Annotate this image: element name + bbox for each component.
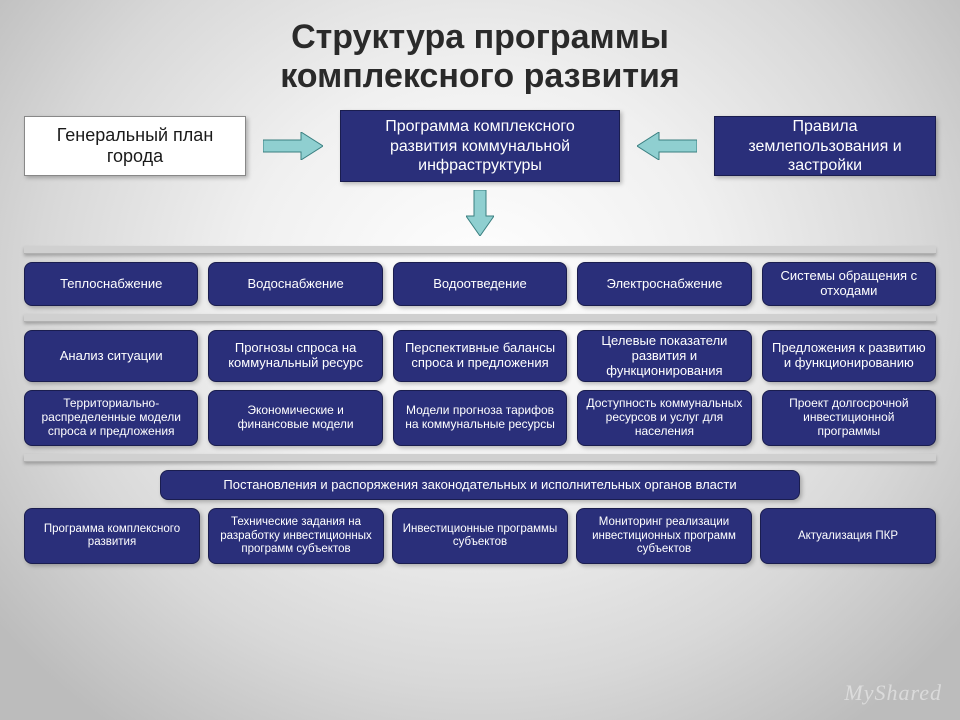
box-program-center-label: Программа комплексного развития коммунал…	[351, 117, 609, 175]
arrow-left-icon	[637, 132, 697, 160]
row-decrees: Постановления и распоряжения законодател…	[24, 470, 936, 500]
row-analysis: Анализ ситуации Прогнозы спроса на комму…	[24, 330, 936, 382]
pill-availability: Доступность коммунальных ресурсов и услу…	[577, 390, 751, 446]
pill-territorial-models: Территориально-распределенные модели спр…	[24, 390, 198, 446]
pill-decrees: Постановления и распоряжения законодател…	[160, 470, 800, 500]
pill-proposals: Предложения к развитию и функционировани…	[762, 330, 936, 382]
watermark: MyShared	[844, 680, 942, 706]
separator-bar-1	[24, 246, 936, 254]
title-line-1: Структура программы	[291, 18, 669, 56]
top-row: Генеральный план города Программа компле…	[24, 110, 936, 182]
title-line-2: комплексного развития	[280, 57, 680, 95]
pill-balance: Перспективные балансы спроса и предложен…	[393, 330, 567, 382]
box-general-plan-label: Генеральный план города	[35, 125, 235, 168]
pill-actualization: Актуализация ПКР	[760, 508, 936, 564]
pill-electricity: Электроснабжение	[577, 262, 751, 306]
box-land-use-rules: Правила землепользования и застройки	[714, 116, 936, 176]
pill-program-dev: Программа комплексного развития	[24, 508, 200, 564]
pill-investment-programs: Инвестиционные программы субъектов	[392, 508, 568, 564]
pill-water-disposal: Водоотведение	[393, 262, 567, 306]
pill-water-supply: Водоснабжение	[208, 262, 382, 306]
separator-bar-2	[24, 314, 936, 322]
pill-monitoring: Мониторинг реализации инвестиционных про…	[576, 508, 752, 564]
pill-tech-tasks: Технические задания на разработку инвест…	[208, 508, 384, 564]
arrow-right-icon	[263, 132, 323, 160]
pill-demand-forecast: Прогнозы спроса на коммунальный ресурс	[208, 330, 382, 382]
row-models: Территориально-распределенные модели спр…	[24, 390, 936, 446]
box-general-plan: Генеральный план города	[24, 116, 246, 176]
box-land-use-rules-label: Правила землепользования и застройки	[725, 117, 925, 175]
row-outputs: Программа комплексного развития Техничес…	[24, 508, 936, 564]
pill-situation-analysis: Анализ ситуации	[24, 330, 198, 382]
pill-waste-systems: Системы обращения с отходами	[762, 262, 936, 306]
arrow-down-icon	[24, 190, 936, 236]
pill-tariff-models: Модели прогноза тарифов на коммунальные …	[393, 390, 567, 446]
pill-heat-supply: Теплоснабжение	[24, 262, 198, 306]
pill-investment-project: Проект долгосрочной инвестиционной прогр…	[762, 390, 936, 446]
pill-target-indicators: Целевые показатели развития и функционир…	[577, 330, 751, 382]
pill-financial-models: Экономические и финансовые модели	[208, 390, 382, 446]
box-program-center: Программа комплексного развития коммунал…	[340, 110, 620, 182]
row-systems: Теплоснабжение Водоснабжение Водоотведен…	[24, 262, 936, 306]
separator-bar-3	[24, 454, 936, 462]
page-title: Структура программы комплексного развити…	[24, 18, 936, 96]
